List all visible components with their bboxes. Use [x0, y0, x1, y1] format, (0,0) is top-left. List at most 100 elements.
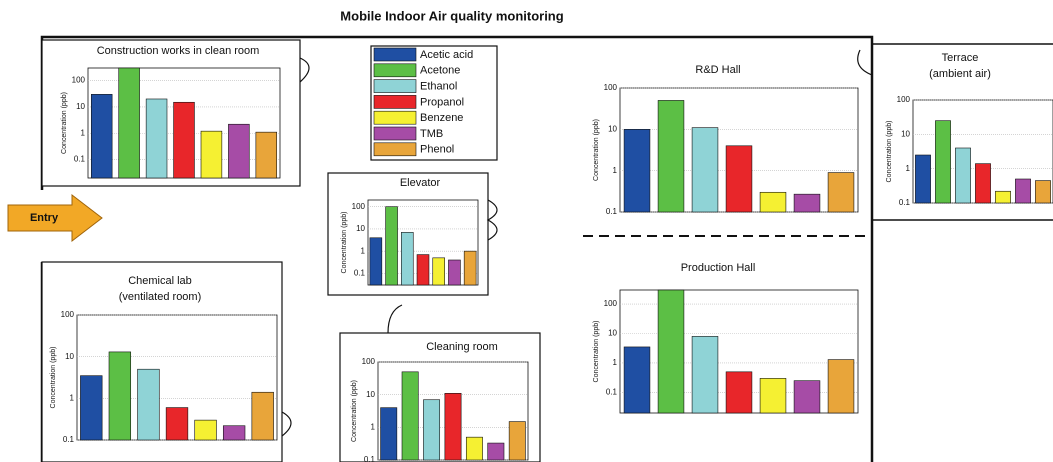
speech-tail — [387, 304, 403, 334]
y-tick-label: 10 — [356, 224, 365, 233]
chart-title: Terrace — [942, 52, 979, 64]
bar — [401, 371, 419, 461]
speech-tail — [299, 57, 310, 83]
legend-label: Acetone — [420, 65, 460, 77]
legend-swatch — [373, 142, 417, 157]
chart-title: Chemical lab — [128, 275, 192, 287]
y-tick-label: 10 — [901, 129, 910, 138]
y-tick-label: 0.1 — [364, 455, 376, 462]
bar — [995, 190, 1011, 204]
y-tick-label: 1 — [613, 358, 618, 367]
bar — [165, 407, 189, 441]
legend-label: Propanol — [420, 96, 464, 108]
bar — [416, 254, 430, 286]
bar — [793, 193, 821, 213]
speech-tail — [281, 411, 292, 437]
arrow — [7, 193, 103, 243]
bar — [623, 346, 651, 414]
y-axis-label: Concentration (ppb) — [593, 321, 600, 383]
bar — [137, 368, 160, 441]
bar — [118, 67, 140, 179]
y-axis-label: Concentration (ppb) — [61, 92, 68, 154]
y-tick-label: 10 — [608, 329, 617, 338]
y-axis-label: Concentration (ppb) — [886, 121, 893, 183]
bar — [508, 421, 526, 461]
bar — [1015, 178, 1031, 204]
legend-label: Ethanol — [420, 81, 457, 93]
y-tick-label: 1 — [906, 164, 911, 173]
bar — [793, 380, 821, 414]
bar — [228, 123, 250, 179]
y-tick-label: 10 — [608, 124, 617, 133]
y-tick-label: 100 — [604, 299, 618, 308]
bar — [423, 399, 441, 461]
y-tick-label: 1 — [613, 166, 618, 175]
chart-title: Cleaning room — [426, 341, 498, 353]
bar — [80, 375, 103, 441]
bar — [222, 425, 246, 441]
chart-title: (ventilated room) — [119, 291, 202, 303]
y-axis-label: Concentration (ppb) — [351, 380, 358, 442]
y-tick-label: 100 — [352, 202, 366, 211]
y-tick-label: 100 — [61, 310, 75, 319]
speech-tail — [486, 199, 498, 241]
bar — [145, 98, 168, 179]
bar — [90, 94, 113, 179]
bar — [623, 129, 651, 213]
bar — [725, 145, 753, 213]
bar — [108, 351, 132, 441]
bar — [1035, 180, 1051, 204]
bar — [173, 101, 195, 179]
chart-title: Elevator — [400, 177, 441, 189]
entry-arrow: Entry — [7, 193, 103, 243]
y-tick-label: 0.1 — [606, 388, 618, 397]
y-tick-label: 100 — [897, 95, 911, 104]
figure-title: Mobile Indoor Air quality monitoring — [340, 8, 563, 23]
bar — [915, 154, 931, 204]
bar — [691, 336, 719, 414]
bar — [935, 120, 951, 204]
bar — [251, 391, 274, 441]
y-tick-label: 100 — [362, 357, 376, 366]
legend-label: TMB — [420, 128, 443, 140]
y-tick-label: 1 — [361, 246, 366, 255]
legend-swatch — [373, 110, 417, 125]
bar — [444, 393, 462, 461]
bar — [759, 191, 787, 213]
terrace-wall — [872, 43, 1053, 221]
bar — [975, 163, 991, 204]
bar — [827, 172, 855, 213]
bar — [380, 407, 398, 461]
chart-title: Construction works in clean room — [97, 45, 260, 57]
y-tick-label: 1 — [371, 422, 376, 431]
y-tick-label: 0.1 — [354, 268, 366, 277]
bar — [369, 237, 383, 286]
speech-tail — [857, 49, 873, 76]
legend-swatch — [373, 63, 417, 78]
legend-swatch — [373, 95, 417, 109]
y-axis-label: Concentration (ppb) — [50, 347, 57, 409]
bar — [465, 436, 483, 461]
legend-swatch — [373, 47, 417, 62]
bar — [385, 206, 398, 286]
bar — [955, 147, 971, 204]
bar — [448, 259, 461, 286]
y-tick-label: 1 — [81, 128, 86, 137]
bar — [194, 419, 217, 441]
y-axis-label: Concentration (ppb) — [593, 119, 600, 181]
y-axis-label: Concentration (ppb) — [341, 212, 348, 274]
bar — [725, 371, 753, 414]
y-tick-label: 10 — [76, 102, 85, 111]
bar — [759, 378, 787, 414]
bar — [657, 100, 685, 213]
y-tick-label: 1 — [70, 393, 75, 402]
bar — [255, 131, 278, 179]
legend-swatch — [373, 126, 417, 141]
chart-title: R&D Hall — [695, 64, 740, 76]
legend-swatch — [373, 79, 417, 93]
legend-label: Phenol — [420, 144, 454, 156]
chart-title: (ambient air) — [929, 68, 991, 80]
y-tick-label: 0.1 — [899, 198, 911, 207]
y-tick-label: 0.1 — [606, 207, 618, 216]
